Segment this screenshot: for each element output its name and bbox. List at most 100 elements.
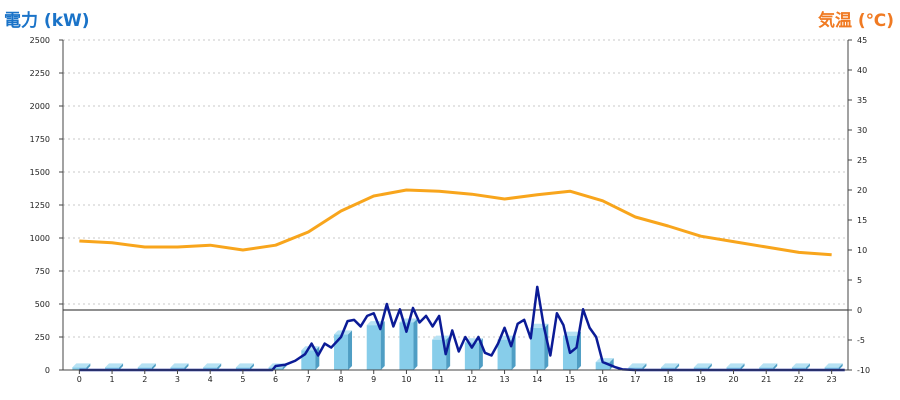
bar-side-20 (740, 363, 745, 370)
bar-front-18 (661, 367, 676, 370)
right-tick-label--10: -10 (857, 366, 870, 375)
left-tick-label-1500: 1500 (30, 168, 50, 177)
bar-12 (464, 338, 483, 370)
bar-front-7 (301, 350, 316, 370)
x-tick-label-18: 18 (663, 375, 673, 384)
bar-18 (661, 363, 680, 370)
bar-8 (334, 330, 353, 370)
bar-top-22 (791, 363, 810, 368)
bar-front-22 (791, 367, 806, 370)
bar-side-9 (380, 321, 385, 370)
bar-3 (170, 363, 189, 370)
bar-17 (628, 363, 647, 370)
bar-side-21 (773, 363, 778, 370)
bar-side-18 (675, 363, 680, 370)
left-tick-label-2000: 2000 (30, 102, 50, 111)
bar-front-20 (726, 367, 741, 370)
left-tick-label-750: 750 (35, 267, 50, 276)
bar-2 (137, 363, 156, 370)
bar-side-1 (119, 363, 124, 370)
x-tick-label-16: 16 (598, 375, 608, 384)
bar-front-10 (399, 322, 414, 370)
bar-top-20 (726, 363, 745, 368)
bar-side-10 (413, 318, 418, 370)
x-tick-label-7: 7 (306, 375, 311, 384)
bar-front-12 (464, 342, 479, 370)
x-tick-label-23: 23 (827, 375, 837, 384)
x-tick-label-14: 14 (532, 375, 542, 384)
temperature-line (79, 188, 832, 257)
x-tick-label-17: 17 (630, 375, 640, 384)
bar-front-0 (72, 367, 87, 370)
bar-front-16 (595, 362, 610, 370)
bar-top-11 (432, 335, 451, 340)
bar-front-1 (105, 367, 120, 370)
bar-top-4 (203, 363, 222, 368)
bar-side-2 (151, 363, 156, 370)
x-tick-label-15: 15 (565, 375, 575, 384)
bar-side-22 (805, 363, 810, 370)
left-tick-label-0: 0 (45, 366, 50, 375)
bar-top-0 (72, 363, 91, 368)
left-tick-label-1250: 1250 (30, 201, 50, 210)
bar-5 (235, 363, 254, 370)
bar-front-8 (334, 334, 349, 370)
x-tick-label-10: 10 (401, 375, 411, 384)
bar-top-18 (661, 363, 680, 368)
right-tick-label-30: 30 (857, 126, 867, 135)
x-tick-label-8: 8 (338, 375, 343, 384)
bar-1 (105, 363, 124, 370)
axes-layer (59, 39, 852, 374)
right-tick-label-20: 20 (857, 186, 867, 195)
bar-top-16 (595, 358, 614, 363)
x-tick-label-3: 3 (175, 375, 180, 384)
power-line (79, 285, 845, 372)
bar-front-17 (628, 367, 643, 370)
bar-top-9 (366, 321, 385, 326)
bar-front-3 (170, 367, 185, 370)
bar-front-9 (366, 325, 381, 370)
left-tick-label-250: 250 (35, 333, 50, 342)
bar-side-16 (609, 358, 614, 370)
bar-side-19 (707, 363, 712, 370)
right-tick-label-40: 40 (857, 66, 867, 75)
right-tick-label-0: 0 (857, 306, 862, 315)
left-axis-title: 電力 (kW) (4, 11, 90, 31)
right-axis-title: 気温 (℃) (817, 11, 894, 31)
bar-side-3 (184, 363, 189, 370)
bar-top-5 (235, 363, 254, 368)
bar-front-23 (824, 367, 839, 370)
bar-23 (824, 363, 843, 370)
left-tick-label-2250: 2250 (30, 69, 50, 78)
bar-7 (301, 346, 320, 370)
bar-20 (726, 363, 745, 370)
grid-layer (63, 39, 848, 338)
bar-front-4 (203, 367, 218, 370)
bar-top-2 (137, 363, 156, 368)
bar-front-14 (530, 327, 545, 370)
bar-16 (595, 358, 614, 370)
left-tick-label-500: 500 (35, 300, 50, 309)
bar-front-5 (235, 367, 250, 370)
bar-side-4 (217, 363, 222, 370)
bar-0 (72, 363, 91, 370)
x-tick-label-9: 9 (371, 375, 376, 384)
bar-9 (366, 321, 385, 370)
left-tick-label-1750: 1750 (30, 135, 50, 144)
right-tick-label-10: 10 (857, 246, 867, 255)
x-tick-label-19: 19 (696, 375, 706, 384)
x-tick-label-4: 4 (208, 375, 213, 384)
x-tick-label-22: 22 (794, 375, 804, 384)
right-tick-label-5: 5 (857, 276, 862, 285)
bar-top-19 (693, 363, 712, 368)
right-tick-label-25: 25 (857, 156, 867, 165)
x-tick-label-0: 0 (77, 375, 82, 384)
right-tick-label-35: 35 (857, 96, 867, 105)
bar-top-17 (628, 363, 647, 368)
bar-side-0 (86, 363, 91, 370)
right-tick-label-45: 45 (857, 36, 867, 45)
bar-21 (759, 363, 778, 370)
x-tick-label-1: 1 (110, 375, 115, 384)
bar-top-3 (170, 363, 189, 368)
